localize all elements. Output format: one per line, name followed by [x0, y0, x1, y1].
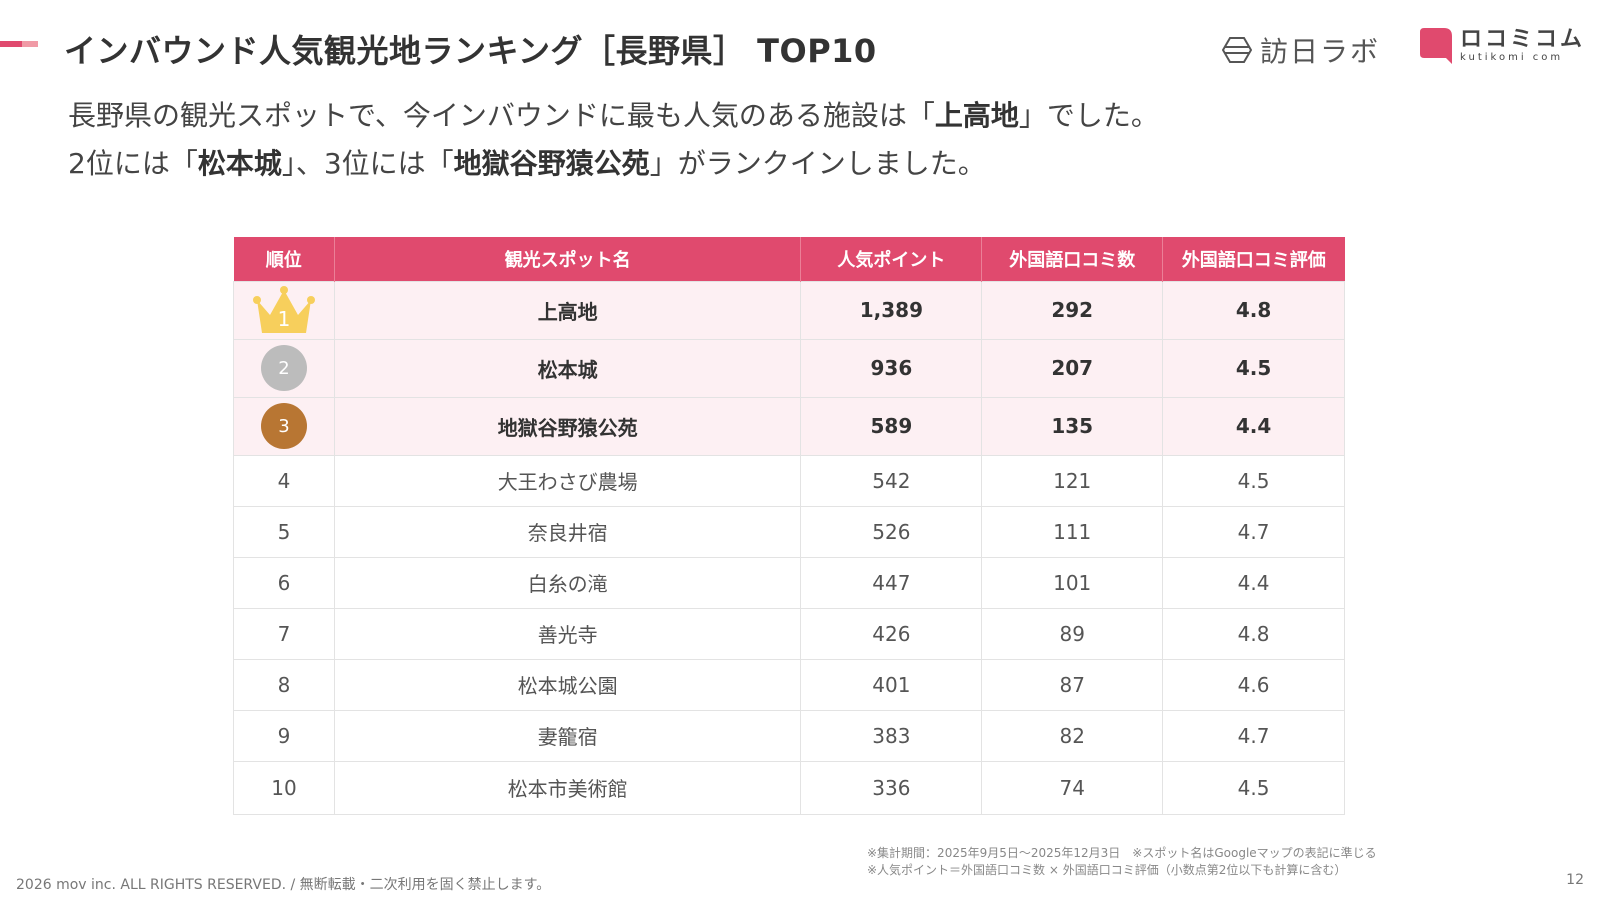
rank-cell: 8 [233, 658, 335, 711]
page-title: インバウンド人気観光地ランキング［長野県］ TOP10 [64, 32, 877, 70]
header-rank: 順位 [233, 237, 335, 281]
points: 936 [800, 338, 983, 398]
highlight-rank-2: 松本城 [197, 147, 282, 180]
review-rating: 4.4 [1162, 556, 1345, 609]
kutikomi-logo: ロコミコム kutikomi com [1420, 28, 1585, 64]
review-rating: 4.4 [1162, 396, 1345, 456]
points: 401 [800, 658, 983, 711]
table-row: 1 上高地 1,389 292 4.8 [233, 280, 1345, 340]
header-points: 人気ポイント [800, 237, 982, 281]
review-count: 121 [981, 454, 1164, 507]
review-rating: 4.6 [1162, 658, 1345, 711]
spot-name: 松本城公園 [333, 658, 802, 711]
title-accent-bar [0, 41, 40, 47]
page-number: 12 [1566, 872, 1584, 888]
lead-line-1: 長野県の観光スポットで、今インバウンドに最も人気のある施設は「上高地」でした。 [68, 99, 1159, 132]
table-row: 9 妻籠宿 383 82 4.7 [233, 709, 1345, 762]
highlight-rank-1: 上高地 [934, 99, 1019, 132]
rank-cell: 10 [233, 760, 335, 815]
rank-cell: 2 [233, 338, 335, 398]
footnotes: ※集計期間：2025年9月5日〜2025年12月3日 ※スポット名はGoogle… [867, 845, 1377, 879]
spot-name: 松本市美術館 [333, 760, 802, 815]
review-count: 207 [981, 338, 1164, 398]
header-review-rating: 外国語口コミ評価 [1162, 237, 1345, 281]
points: 426 [800, 607, 983, 660]
rank-cell: 1 [233, 280, 335, 340]
review-rating: 4.8 [1162, 607, 1345, 660]
houjin-labo-logo: 訪日ラボ [1222, 30, 1380, 70]
spot-name: 善光寺 [333, 607, 802, 660]
table-row: 2 松本城 936 207 4.5 [233, 338, 1345, 398]
rank-cell: 9 [233, 709, 335, 762]
lead-text: 長野県の観光スポットで、今インバウンドに最も人気のある施設は「上高地」でした。 … [68, 92, 1159, 188]
kutikomi-text-en: kutikomi com [1460, 52, 1564, 63]
copyright: 2026 mov inc. ALL RIGHTS RESERVED. / 無断転… [16, 877, 551, 893]
spot-name: 大王わさび農場 [333, 454, 802, 507]
ranking-table: 順位 観光スポット名 人気ポイント 外国語口コミ数 外国語口コミ評価 1 上 [233, 237, 1345, 815]
table-row: 7 善光寺 426 89 4.8 [233, 607, 1345, 660]
table-row: 6 白糸の滝 447 101 4.4 [233, 556, 1345, 609]
bronze-medal-icon: 3 [260, 403, 307, 449]
spot-name: 松本城 [333, 338, 802, 398]
spot-name: 妻籠宿 [333, 709, 802, 762]
points: 1,389 [800, 280, 983, 340]
review-rating: 4.5 [1162, 338, 1345, 398]
review-rating: 4.8 [1162, 280, 1345, 340]
rank-cell: 7 [233, 607, 335, 660]
review-count: 292 [981, 280, 1164, 340]
rank-cell: 6 [233, 556, 335, 609]
review-count: 101 [981, 556, 1164, 609]
review-rating: 4.5 [1162, 760, 1345, 815]
review-rating: 4.7 [1162, 709, 1345, 762]
review-count: 82 [981, 709, 1164, 762]
lead-line-2: 2位には「松本城」、3位には「地獄谷野猿公苑」がランクインしました。 [68, 147, 986, 180]
review-count: 135 [981, 396, 1164, 456]
review-count: 89 [981, 607, 1164, 660]
table-row: 5 奈良井宿 526 111 4.7 [233, 505, 1345, 558]
review-count: 74 [981, 760, 1164, 815]
rank-cell: 3 [233, 396, 335, 456]
footnote-1: ※集計期間：2025年9月5日〜2025年12月3日 ※スポット名はGoogle… [867, 846, 1377, 860]
review-rating: 4.7 [1162, 505, 1345, 558]
footnote-2: ※人気ポイント＝外国語口コミ数 × 外国語口コミ評価（小数点第2位以下も計算に含… [867, 863, 1347, 877]
houjin-labo-text: 訪日ラボ [1260, 35, 1381, 68]
table-header-row: 順位 観光スポット名 人気ポイント 外国語口コミ数 外国語口コミ評価 [233, 237, 1345, 281]
review-rating: 4.5 [1162, 454, 1345, 507]
review-count: 111 [981, 505, 1164, 558]
table-row: 10 松本市美術館 336 74 4.5 [233, 760, 1345, 815]
kutikomi-text-jp: ロコミコム [1460, 27, 1586, 52]
spot-name: 地獄谷野猿公苑 [333, 396, 802, 456]
hexagon-logo-icon [1222, 37, 1252, 63]
points: 383 [800, 709, 983, 762]
rank-cell: 4 [233, 454, 335, 507]
spot-name: 奈良井宿 [333, 505, 802, 558]
gold-crown-icon: 1 [252, 285, 316, 335]
table-row: 3 地獄谷野猿公苑 589 135 4.4 [233, 396, 1345, 456]
table-row: 4 大王わさび農場 542 121 4.5 [233, 454, 1345, 507]
points: 336 [800, 760, 983, 815]
review-count: 87 [981, 658, 1164, 711]
speech-bubble-icon [1420, 28, 1452, 64]
header-review-count: 外国語口コミ数 [981, 237, 1163, 281]
spot-name: 上高地 [333, 280, 802, 340]
points: 542 [800, 454, 983, 507]
silver-medal-icon: 2 [260, 345, 307, 391]
header-spot-name: 観光スポット名 [333, 237, 801, 281]
highlight-rank-3: 地獄谷野猿公苑 [453, 147, 650, 180]
spot-name: 白糸の滝 [333, 556, 802, 609]
points: 447 [800, 556, 983, 609]
points: 526 [800, 505, 983, 558]
rank-cell: 5 [233, 505, 335, 558]
table-row: 8 松本城公園 401 87 4.6 [233, 658, 1345, 711]
points: 589 [800, 396, 983, 456]
